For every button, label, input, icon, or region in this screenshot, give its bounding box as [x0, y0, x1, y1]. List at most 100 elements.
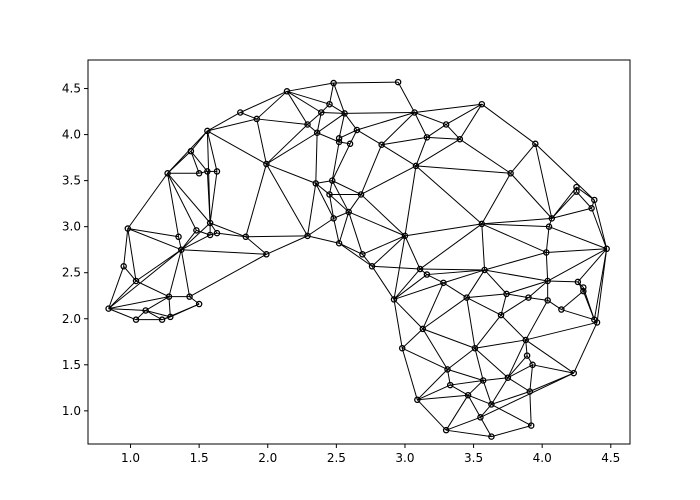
- mesh-edge: [480, 417, 492, 437]
- mesh-edge: [401, 328, 424, 349]
- mesh-vertex: [543, 249, 550, 256]
- mesh-vertex: [504, 374, 512, 381]
- mesh-edge: [180, 230, 197, 251]
- mesh-vertex: [368, 263, 376, 270]
- mesh-vertex: [479, 377, 487, 384]
- mesh-edge: [216, 232, 246, 238]
- mesh-vertex: [359, 251, 366, 258]
- mesh-edge: [507, 377, 531, 392]
- x-tick-label: 2.0: [258, 451, 277, 465]
- mesh-edge: [500, 293, 507, 316]
- mesh-vertex: [573, 183, 580, 191]
- mesh-edge: [245, 236, 267, 255]
- mesh-vertex: [193, 227, 200, 234]
- mesh-edge: [577, 248, 608, 283]
- mesh-vertex: [195, 300, 203, 308]
- mesh-edge: [525, 321, 598, 341]
- mesh-vertex: [481, 266, 488, 274]
- mesh-edge: [443, 282, 467, 299]
- mesh-edge: [525, 339, 575, 374]
- mesh-edge: [266, 163, 316, 184]
- y-tick-label: 2.5: [62, 266, 81, 280]
- mesh-vertex: [588, 205, 595, 212]
- mesh-edge: [593, 199, 608, 249]
- mesh-edge: [127, 228, 137, 282]
- mesh-edge: [417, 384, 451, 401]
- mesh-edge: [546, 248, 607, 253]
- mesh-edge: [500, 314, 527, 341]
- mesh-edge: [467, 394, 481, 418]
- mesh-vertex: [398, 344, 406, 352]
- mesh-vertex: [206, 231, 214, 239]
- mesh-edge: [404, 223, 482, 237]
- mesh-vertex: [507, 170, 514, 177]
- mesh-edge: [181, 234, 211, 251]
- mesh-edge: [207, 130, 267, 165]
- mesh-vertex: [283, 88, 291, 95]
- mesh-vertex: [444, 366, 451, 373]
- mesh-edge: [426, 124, 447, 138]
- mesh-edge: [576, 191, 592, 209]
- mesh-edge: [338, 129, 358, 139]
- mesh-vertex: [213, 229, 221, 237]
- mesh-vertex: [522, 336, 529, 344]
- mesh-edge: [207, 112, 241, 132]
- mesh-vertex: [558, 306, 565, 313]
- mesh-vertex: [527, 422, 535, 429]
- mesh-edge: [189, 253, 267, 298]
- mesh-edge: [339, 141, 351, 145]
- mesh-vertex: [478, 100, 486, 108]
- mesh-edge: [180, 222, 211, 251]
- mesh-edge: [209, 222, 218, 234]
- mesh-edge: [371, 265, 395, 300]
- mesh-edge: [573, 322, 598, 374]
- mesh-edge: [332, 180, 362, 195]
- mesh-edge: [265, 163, 308, 237]
- mesh-vertex: [593, 319, 601, 326]
- mesh-edge: [491, 425, 532, 438]
- mesh-vertex: [242, 233, 250, 241]
- mesh-edge: [393, 299, 403, 349]
- mesh-vertex: [411, 109, 418, 116]
- mesh-vertex: [442, 426, 450, 434]
- mesh-vertex: [158, 316, 166, 323]
- mesh-edge: [491, 391, 530, 405]
- mesh-edge: [416, 369, 448, 401]
- mesh-edge: [500, 297, 529, 316]
- mesh-edge: [414, 112, 428, 138]
- mesh-edge: [333, 82, 346, 114]
- mesh-edge: [525, 300, 549, 341]
- mesh-vertex: [124, 225, 132, 232]
- mesh-edge: [446, 429, 492, 438]
- mesh-edge: [474, 348, 484, 381]
- y-axis-ticks: 1.0 1.5 2.0 2.5 3.0 3.5 4.0 4.5: [62, 82, 88, 418]
- mesh-edge: [481, 223, 550, 228]
- mesh-edge: [338, 242, 373, 267]
- mesh-vertex: [603, 245, 610, 253]
- mesh-edge: [545, 252, 549, 282]
- mesh-vertex: [345, 208, 352, 216]
- mesh-edge: [286, 91, 308, 125]
- mesh-edge: [108, 266, 125, 309]
- mesh-edge: [466, 297, 476, 349]
- mesh-edge: [490, 377, 509, 405]
- mesh-edge: [466, 293, 507, 299]
- mesh-edge: [484, 269, 507, 295]
- mesh-vertex: [304, 121, 311, 128]
- mesh-vertex: [423, 271, 431, 278]
- mesh-edge: [422, 282, 444, 330]
- mesh-edge: [593, 248, 608, 320]
- mesh-edge: [338, 113, 346, 139]
- mesh-edge: [474, 339, 526, 349]
- mesh-vertex: [580, 284, 587, 291]
- mesh-edge: [145, 296, 170, 311]
- mesh-edge: [108, 296, 170, 310]
- x-tick-label: 2.5: [327, 451, 346, 465]
- mesh-edge: [206, 171, 211, 224]
- mesh-edge: [199, 170, 208, 174]
- mesh-edge: [168, 296, 171, 317]
- mesh-edge: [333, 81, 399, 84]
- mesh-vertex: [263, 160, 270, 168]
- mesh-edge: [127, 228, 182, 251]
- mesh-edge: [422, 328, 476, 349]
